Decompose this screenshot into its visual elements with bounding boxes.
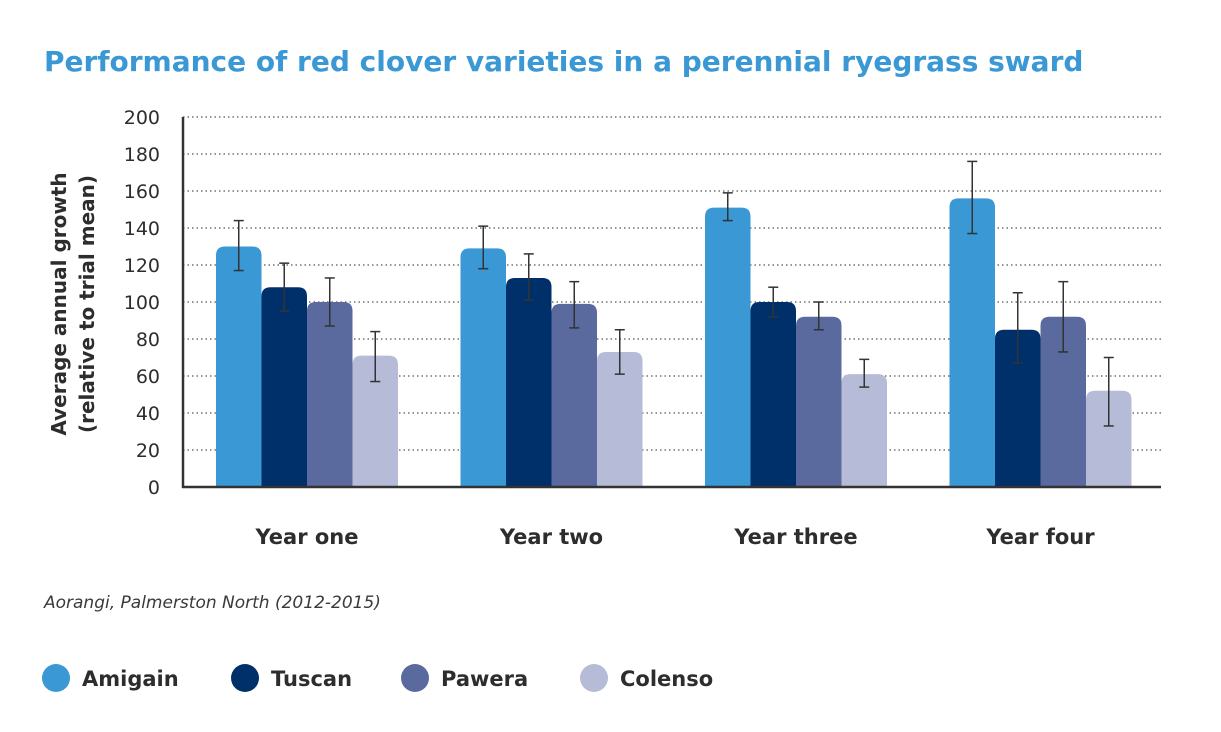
legend-label: Amigain	[82, 667, 179, 691]
y-tick-label: 0	[148, 477, 160, 499]
legend-swatch	[231, 664, 259, 692]
error-bar-tuscan-3	[768, 286, 779, 318]
category-label: Year two	[499, 525, 603, 549]
error-bars	[233, 160, 1114, 427]
error-bar-tuscan-2	[523, 253, 534, 301]
y-tick-label: 120	[124, 255, 160, 277]
source-note: Aorangi, Palmerston North (2012-2015)	[43, 593, 381, 613]
error-bar-amigain-3	[722, 192, 733, 222]
error-bar-pawera-3	[813, 301, 824, 331]
bar-tuscan-3	[750, 302, 796, 487]
category-labels: Year one Year two Year three Year four	[255, 525, 1096, 549]
bars	[216, 198, 1132, 487]
error-bar-amigain-2	[478, 225, 489, 270]
error-bar-colenso-4	[1103, 356, 1114, 427]
bar-colenso-4	[1086, 390, 1132, 487]
bar-pawera-1	[307, 302, 353, 487]
y-tick-label: 160	[124, 181, 160, 203]
bar-amigain-1	[216, 246, 262, 487]
error-bar-amigain-4	[967, 160, 978, 235]
category-label: Year one	[255, 525, 359, 549]
legend: Amigain Tuscan Pawera Colenso	[42, 664, 713, 692]
y-tick-label: 100	[124, 292, 160, 314]
bar-amigain-4	[949, 198, 995, 487]
legend-label: Tuscan	[271, 667, 352, 691]
y-tick-label: 180	[124, 144, 160, 166]
legend-swatch	[42, 664, 70, 692]
bar-colenso-1	[352, 355, 398, 487]
y-tick-label: 20	[136, 440, 160, 462]
y-tick-label: 60	[136, 366, 160, 388]
error-bar-amigain-1	[233, 219, 244, 272]
y-tick-label: 140	[124, 218, 160, 240]
y-axis-label-line2: (relative to trial mean)	[75, 175, 99, 433]
bar-colenso-3	[841, 374, 887, 487]
legend-item-amigain: Amigain	[42, 664, 179, 692]
axes	[181, 117, 1161, 489]
legend-item-colenso: Colenso	[580, 664, 713, 692]
bar-pawera-3	[796, 316, 842, 487]
category-label: Year three	[733, 525, 857, 549]
legend-item-pawera: Pawera	[401, 664, 528, 692]
bar-tuscan-2	[506, 277, 552, 487]
bar-tuscan-4	[995, 329, 1041, 487]
category-label: Year four	[985, 525, 1095, 549]
y-tick-label: 200	[124, 107, 160, 129]
y-axis-label-line1: Average annual growth	[47, 172, 71, 435]
bar-amigain-2	[460, 248, 506, 487]
legend-swatch	[580, 664, 608, 692]
y-tick-label: 40	[136, 403, 160, 425]
error-bar-tuscan-4	[1012, 292, 1023, 364]
bar-tuscan-1	[261, 287, 307, 487]
error-bar-pawera-1	[324, 277, 335, 327]
error-bar-colenso-3	[859, 358, 870, 388]
y-tick-label: 80	[136, 329, 160, 351]
bar-colenso-2	[597, 351, 643, 487]
error-bar-colenso-2	[614, 329, 625, 375]
error-bar-tuscan-1	[279, 262, 290, 312]
legend-label: Colenso	[620, 667, 713, 691]
bar-amigain-3	[705, 207, 751, 487]
bar-pawera-4	[1040, 316, 1086, 487]
legend-item-tuscan: Tuscan	[231, 664, 352, 692]
chart-title: Performance of red clover varieties in a…	[44, 45, 1083, 78]
bar-pawera-2	[551, 303, 597, 487]
error-bar-pawera-2	[569, 280, 580, 329]
legend-swatch	[401, 664, 429, 692]
error-bar-pawera-4	[1058, 280, 1069, 353]
error-bar-colenso-1	[370, 330, 381, 383]
legend-label: Pawera	[441, 667, 528, 691]
y-tick-labels: 0 20 40 60 80 100 120 140 160 180 200	[124, 107, 160, 499]
